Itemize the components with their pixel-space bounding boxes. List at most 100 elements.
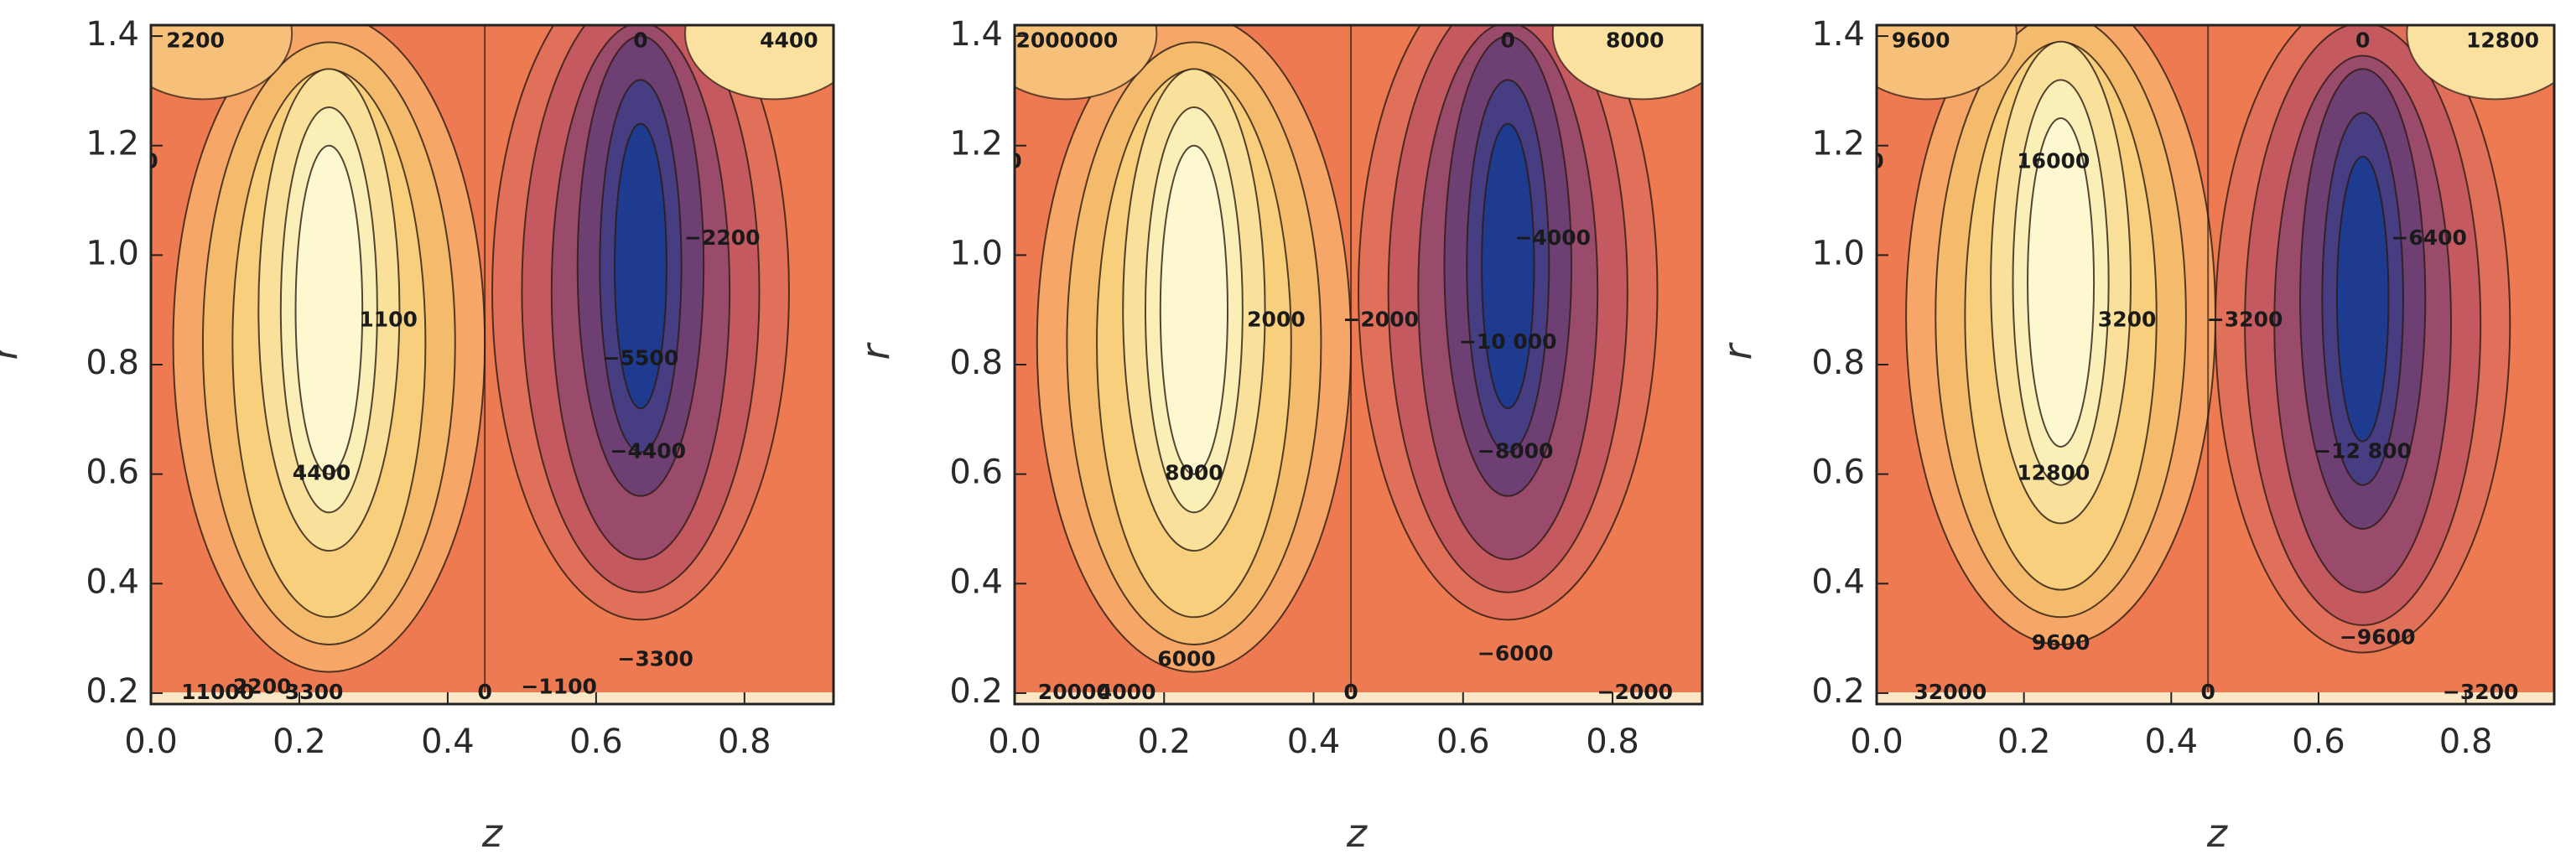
- bottom-boundary-band: [1015, 692, 1702, 704]
- y-tick-label: 0.2: [86, 672, 139, 711]
- x-tick-label: 0.6: [569, 723, 623, 761]
- corner-vortex: [2406, 25, 2554, 101]
- negative-contour-level: [2335, 155, 2390, 443]
- corner-vortex: [1877, 25, 2018, 101]
- y-tick-label: 0.2: [949, 672, 1003, 711]
- negative-contour-level: [613, 122, 667, 410]
- contour-label: 32000: [1914, 680, 1987, 704]
- contour-label: −4000: [1514, 225, 1591, 250]
- contour-label: 4400: [293, 461, 351, 485]
- x-tick-label: 0.4: [2144, 723, 2198, 761]
- corner-vortex: [1551, 25, 1702, 101]
- contour-label: 0: [477, 680, 491, 704]
- x-tick-label: 0.2: [1137, 723, 1191, 761]
- y-tick-label: 0.8: [1811, 344, 1865, 382]
- contour-label: 9600: [2032, 630, 2090, 655]
- contour-label: −4400: [610, 439, 687, 464]
- contour-label: 20000: [1038, 680, 1111, 704]
- bottom-boundary-band: [151, 692, 834, 704]
- contour-label: 2200: [233, 674, 292, 698]
- contour-label: 0: [143, 148, 158, 173]
- negative-contour-level: [1481, 122, 1535, 410]
- corner-vortex: [684, 25, 834, 101]
- contour-label: 0: [633, 28, 647, 53]
- contour-label: 8000: [1606, 28, 1665, 53]
- y-tick-label: 0.6: [1811, 453, 1865, 492]
- contour-label: −10 000: [1459, 329, 1557, 354]
- contour-label: −1100: [521, 674, 597, 698]
- bottom-boundary-band: [1877, 692, 2554, 704]
- x-tick-label: 0.6: [1436, 723, 1490, 761]
- positive-contour-level: [1159, 144, 1229, 475]
- contour-label: 3200: [2098, 308, 2157, 332]
- contour-label: 0: [1343, 680, 1358, 704]
- positive-contour-level: [294, 144, 364, 475]
- contour-label: 4400: [760, 28, 818, 53]
- x-axis-title: z: [481, 811, 503, 856]
- x-axis-title: z: [2206, 811, 2228, 856]
- y-tick-label: 0.4: [1811, 562, 1865, 601]
- contour-label: −8000: [1478, 439, 1554, 464]
- y-tick-label: 0.4: [86, 562, 139, 601]
- contour-label: −3200: [2443, 680, 2519, 704]
- x-tick-label: 0.8: [2439, 723, 2493, 761]
- contour-label: −9600: [2340, 625, 2416, 650]
- contour-label: −3200: [2207, 308, 2283, 332]
- x-tick-label: 0.0: [988, 723, 1041, 761]
- corner-vortex: [151, 25, 293, 101]
- y-tick-label: 0.8: [949, 344, 1003, 382]
- contour-label: 12800: [2466, 28, 2539, 53]
- y-tick-label: 0.8: [86, 344, 139, 382]
- contour-label: 3300: [285, 680, 344, 704]
- positive-contour-level: [2027, 117, 2096, 448]
- y-axis-title: r: [853, 341, 898, 360]
- y-tick-label: 0.6: [949, 453, 1003, 492]
- contour-label: 12800: [2017, 461, 2090, 485]
- panel-right: 16000 3200 12800 9600 32000 0 0 −3200 −6400 −12 8…: [1715, 15, 2556, 856]
- contour-label: −2000: [1597, 680, 1674, 704]
- x-tick-label: 0.4: [1287, 723, 1341, 761]
- contour-label: 6000: [1157, 647, 1216, 671]
- contour-label: 4000: [1098, 680, 1156, 704]
- y-tick-label: 0.6: [86, 453, 139, 492]
- contour-label: −6400: [2391, 225, 2467, 250]
- x-tick-label: 0.8: [1586, 723, 1639, 761]
- contour-label: −5500: [603, 345, 679, 370]
- y-tick-label: 1.2: [86, 125, 139, 163]
- contour-label: −6000: [1478, 641, 1554, 666]
- contour-label: 1100: [359, 308, 418, 332]
- y-axis-title: r: [1715, 341, 1760, 360]
- contour-label: 0: [1869, 148, 1883, 173]
- contour-label: 0: [2201, 680, 2215, 704]
- contour-label: −3300: [617, 647, 693, 671]
- x-tick-label: 0.0: [1850, 723, 1903, 761]
- contour-label: 2000: [1247, 308, 1306, 332]
- contour-label: 0: [1501, 28, 1515, 53]
- contour-label: −12 800: [2314, 439, 2412, 464]
- y-tick-label: 1.4: [86, 15, 139, 54]
- x-tick-label: 0.8: [718, 723, 771, 761]
- y-tick-label: 1.2: [949, 125, 1003, 163]
- x-tick-label: 0.6: [2292, 723, 2345, 761]
- y-tick-label: 0.2: [1811, 672, 1865, 711]
- y-axis-title: r: [0, 341, 26, 360]
- x-tick-label: 0.0: [124, 723, 178, 761]
- x-axis-title: z: [1346, 811, 1368, 856]
- y-tick-label: 0.4: [949, 562, 1003, 601]
- contour-label: −2000: [1343, 308, 1419, 332]
- y-tick-label: 1.2: [1811, 125, 1865, 163]
- y-tick-label: 1.4: [949, 15, 1003, 54]
- contour-label: 2000000: [1016, 28, 1119, 53]
- x-tick-label: 0.4: [421, 723, 475, 761]
- contour-label: 9600: [1892, 28, 1950, 53]
- y-tick-label: 1.4: [1811, 15, 1865, 54]
- contour-label: 0: [2355, 28, 2370, 53]
- y-tick-label: 1.0: [1811, 234, 1865, 272]
- contour-label: 8000: [1165, 461, 1223, 485]
- y-tick-label: 1.0: [949, 234, 1003, 272]
- x-tick-label: 0.2: [273, 723, 326, 761]
